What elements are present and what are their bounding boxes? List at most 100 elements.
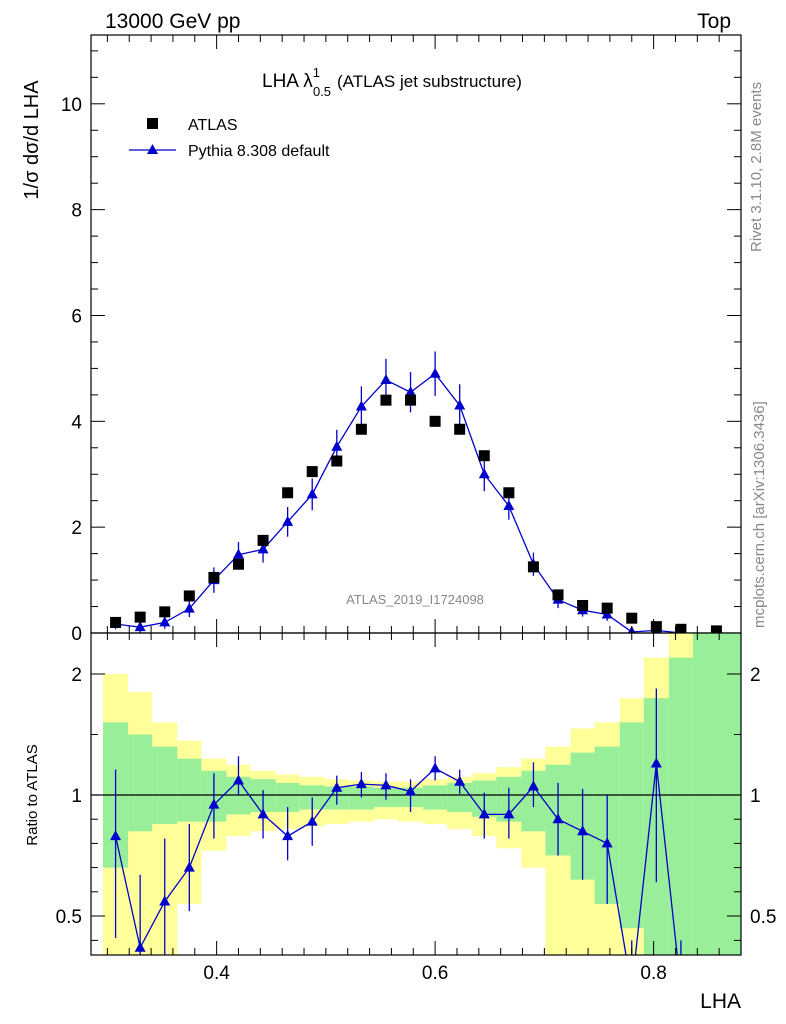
ratio-point	[282, 830, 294, 841]
band-green	[619, 722, 644, 929]
pythia-point	[503, 499, 515, 510]
header-left: 13000 GeV pp	[105, 10, 240, 33]
atlas-point	[208, 571, 220, 583]
pythia-point	[306, 488, 318, 499]
pythia-point	[355, 400, 367, 411]
rivet-label: Rivet 3.1.10, 2.8M events	[748, 82, 765, 252]
ratio-point	[380, 779, 392, 790]
main-ylabel: 1/σ dσ/d LHA	[21, 80, 43, 200]
ratio-point	[503, 808, 515, 819]
ratio-point	[134, 941, 146, 952]
pythia-point	[134, 621, 146, 632]
ratio-xtick-label: 0.8	[640, 963, 666, 984]
ratio-point	[257, 808, 269, 819]
atlas-point	[331, 455, 343, 467]
ratio-point	[331, 781, 343, 792]
main-ytick-label: 2	[71, 518, 82, 539]
ratio-axes: 0.5 0.5 1 1 2 2 0.4 0.6 0.8	[56, 633, 776, 984]
atlas-point	[159, 606, 171, 618]
atlas-point	[552, 589, 564, 601]
ratio-point	[454, 775, 466, 786]
header-right: Top	[697, 10, 731, 33]
chart-title-rest: (ATLAS jet substructure)	[337, 72, 522, 91]
main-ytick-label: 10	[61, 95, 82, 116]
pythia-point	[380, 374, 392, 385]
main-plot-area	[110, 351, 722, 633]
ratio-point	[183, 861, 195, 872]
ratio-point	[110, 830, 122, 841]
chart-title-sub: 0.5	[313, 84, 331, 99]
ratio-point	[552, 813, 564, 824]
ratio-point	[650, 757, 662, 768]
pythia-point	[429, 367, 441, 378]
ratio-xtick-label: 0.6	[422, 963, 448, 984]
ratio-point	[577, 825, 589, 836]
ratio-point	[306, 815, 318, 826]
atlas-point	[134, 611, 146, 623]
ratio-point	[429, 762, 441, 773]
ratio-point	[208, 798, 220, 809]
atlas-point	[478, 450, 490, 462]
atlas-point	[306, 466, 318, 478]
ratio-ylabel: Ratio to ATLAS	[24, 744, 41, 845]
ratio-ytick-label-right: 1	[750, 786, 761, 807]
legend-label-atlas: ATLAS	[188, 117, 238, 134]
band-green	[152, 746, 178, 825]
ratio-point	[159, 895, 171, 906]
atlas-point	[110, 616, 122, 628]
pythia-point	[183, 602, 195, 613]
atlas-point	[380, 394, 392, 406]
xlabel: LHA	[700, 990, 741, 1013]
atlas-point	[454, 423, 466, 435]
atlas-point	[282, 487, 294, 499]
main-ytick-label: 0	[71, 624, 82, 645]
atlas-point	[710, 625, 722, 633]
main-axes: 0 2 4 6 8 10	[61, 35, 742, 645]
pythia-point	[405, 386, 417, 397]
pythia-point	[478, 468, 490, 479]
main-ytick-label: 4	[71, 412, 82, 433]
chart-title-main: LHA λ	[262, 71, 313, 92]
atlas-point	[355, 423, 367, 435]
legend-marker-atlas	[147, 118, 158, 129]
atlas-point	[503, 487, 515, 499]
atlas-point	[429, 415, 441, 427]
atlas-point	[257, 534, 269, 546]
pythia-point	[159, 616, 171, 627]
pythia-point	[257, 543, 269, 554]
ratio-xtick-label: 0.4	[203, 963, 230, 984]
ratio-point	[405, 785, 417, 796]
band-green	[668, 657, 693, 955]
atlas-point	[675, 623, 687, 633]
band-green	[692, 633, 719, 955]
ratio-plot-area	[91, 633, 741, 955]
ratio-ytick-label-left: 2	[71, 665, 82, 686]
pythia-point	[331, 440, 343, 451]
pythia-point	[282, 515, 294, 526]
pythia-point	[454, 399, 466, 410]
ratio-ytick-label-left: 0.5	[56, 907, 82, 928]
ratio-ytick-label-right: 2	[750, 665, 761, 686]
pythia-point	[232, 548, 244, 559]
mcplots-label: mcplots.cern.ch [arXiv:1306.3436]	[751, 401, 768, 628]
atlas-point	[405, 394, 417, 406]
main-ytick-label: 8	[71, 201, 82, 222]
band-green	[348, 786, 374, 810]
band-green	[423, 785, 448, 810]
band-green	[128, 734, 153, 832]
ratio-point	[601, 837, 613, 848]
legend-label-pythia: Pythia 8.308 default	[188, 143, 330, 160]
atlas-point	[650, 621, 662, 633]
ratio-ytick-label-right: 0.5	[750, 907, 776, 928]
atlas-point	[527, 561, 539, 573]
ratio-point	[478, 808, 490, 819]
atlas-point	[183, 590, 195, 602]
watermark: ATLAS_2019_I1724098	[346, 592, 484, 607]
legend-marker-pythia	[147, 144, 158, 154]
band-green	[177, 758, 202, 822]
chart-title-sup: 1	[313, 65, 320, 80]
atlas-point	[232, 558, 244, 570]
ratio-point	[527, 780, 539, 791]
atlas-point	[626, 612, 638, 624]
